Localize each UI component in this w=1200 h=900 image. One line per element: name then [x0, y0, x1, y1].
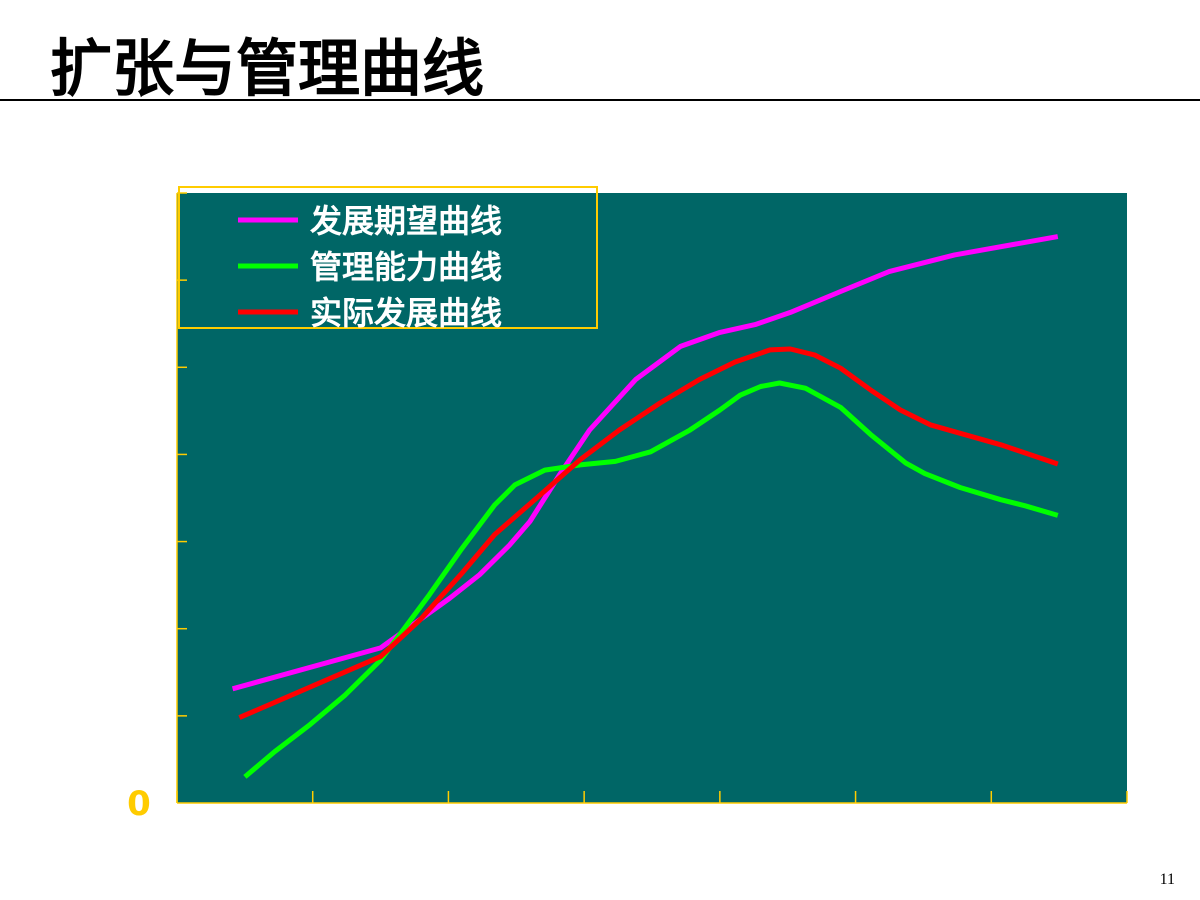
- legend-label: 发展期望曲线: [310, 202, 502, 240]
- legend-box: [178, 186, 598, 329]
- slide-title: 扩张与管理曲线: [50, 32, 484, 105]
- series-line: [231, 234, 1059, 692]
- y-tick-label: 0: [127, 784, 151, 824]
- legend-label: 管理能力曲线: [310, 248, 502, 286]
- legend-label: 实际发展曲线: [310, 294, 502, 332]
- page-number: 11: [1160, 871, 1175, 888]
- series-line: [238, 346, 1059, 720]
